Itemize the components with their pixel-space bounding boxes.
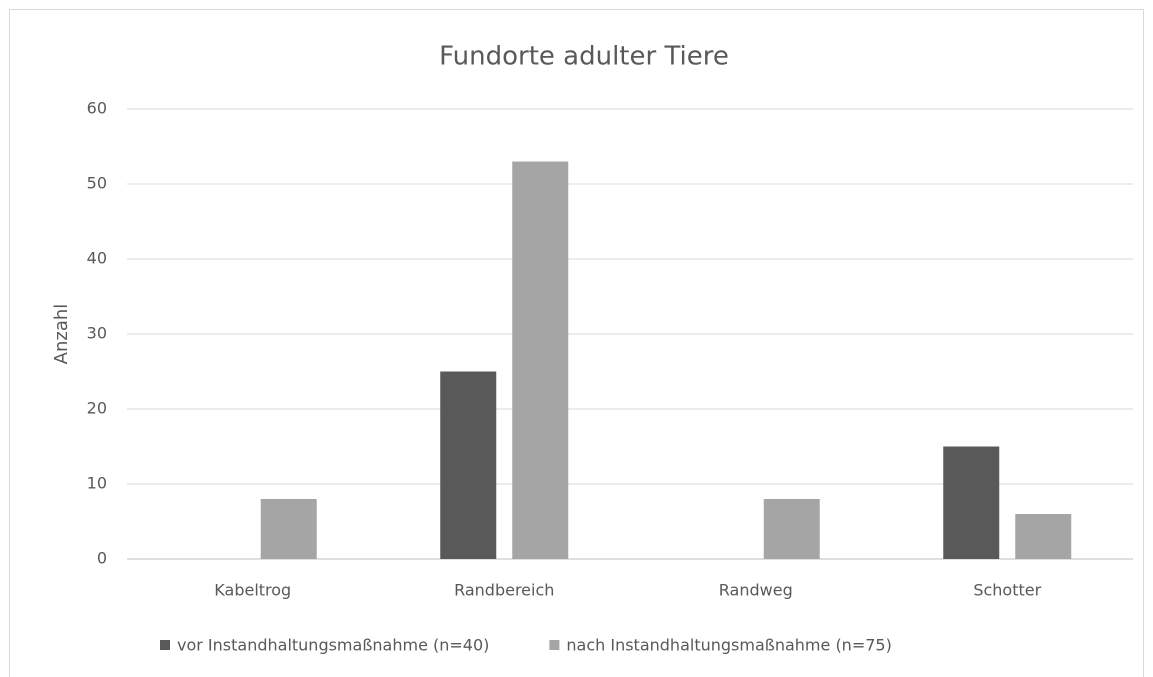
x-tick-label: Randbereich (454, 581, 554, 600)
bar (260, 499, 317, 559)
y-tick-label: 40 (87, 249, 107, 268)
legend-swatch (160, 640, 170, 650)
bar (943, 446, 1000, 559)
bar (512, 161, 569, 559)
legend-label: vor Instandhaltungsmaßnahme (n=40) (177, 636, 489, 655)
y-tick-label: 0 (97, 549, 107, 568)
chart-title: Fundorte adulter Tiere (439, 42, 729, 72)
y-tick-label: 20 (87, 399, 107, 418)
legend-label: nach Instandhaltungsmaßnahme (n=75) (566, 636, 891, 655)
bar (1015, 514, 1072, 559)
legend-swatch (549, 640, 560, 650)
y-tick-label: 50 (87, 174, 107, 193)
y-tick-label: 30 (87, 324, 107, 343)
y-axis-label: Anzahl (51, 304, 72, 365)
x-tick-label: Randweg (719, 581, 793, 600)
x-tick-label: Schotter (973, 581, 1041, 600)
chart-frame (9, 9, 1144, 677)
bar (440, 371, 497, 559)
y-tick-label: 60 (87, 99, 107, 118)
y-tick-label: 10 (87, 474, 107, 493)
bar (763, 499, 820, 559)
x-tick-label: Kabeltrog (214, 581, 291, 600)
